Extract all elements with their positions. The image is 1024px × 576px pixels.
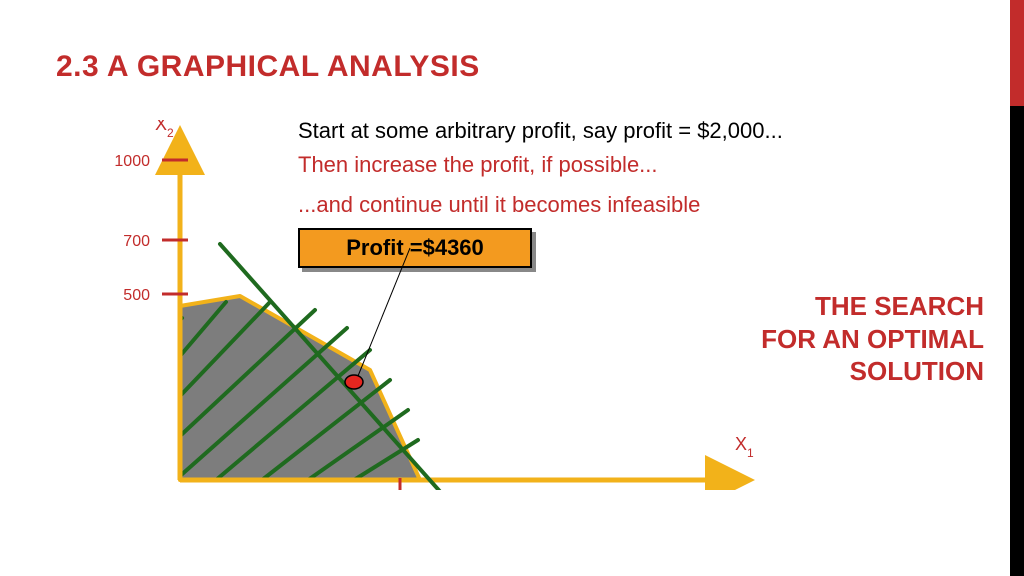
accent-bar bbox=[1010, 0, 1024, 106]
side-callout: THE SEARCH FOR AN OPTIMAL SOLUTION bbox=[761, 290, 984, 388]
y-tick-label: 1000 bbox=[114, 153, 150, 170]
slide: 2.3 A GRAPHICAL ANALYSIS Start at some a… bbox=[0, 0, 1024, 576]
y-tick-label: 500 bbox=[123, 287, 150, 304]
lp-chart: 1000700500500X1X2 bbox=[110, 120, 760, 490]
y-axis-label: X2 bbox=[155, 120, 174, 140]
page-title: 2.3 A GRAPHICAL ANALYSIS bbox=[56, 50, 480, 84]
callout-line-2: FOR AN OPTIMAL bbox=[761, 323, 984, 356]
y-tick-label: 700 bbox=[123, 233, 150, 250]
x-axis-label: X1 bbox=[735, 434, 754, 460]
chart-svg: 1000700500500X1X2 bbox=[110, 120, 760, 490]
black-bar bbox=[1010, 106, 1024, 576]
callout-line-3: SOLUTION bbox=[761, 355, 984, 388]
callout-line-1: THE SEARCH bbox=[761, 290, 984, 323]
